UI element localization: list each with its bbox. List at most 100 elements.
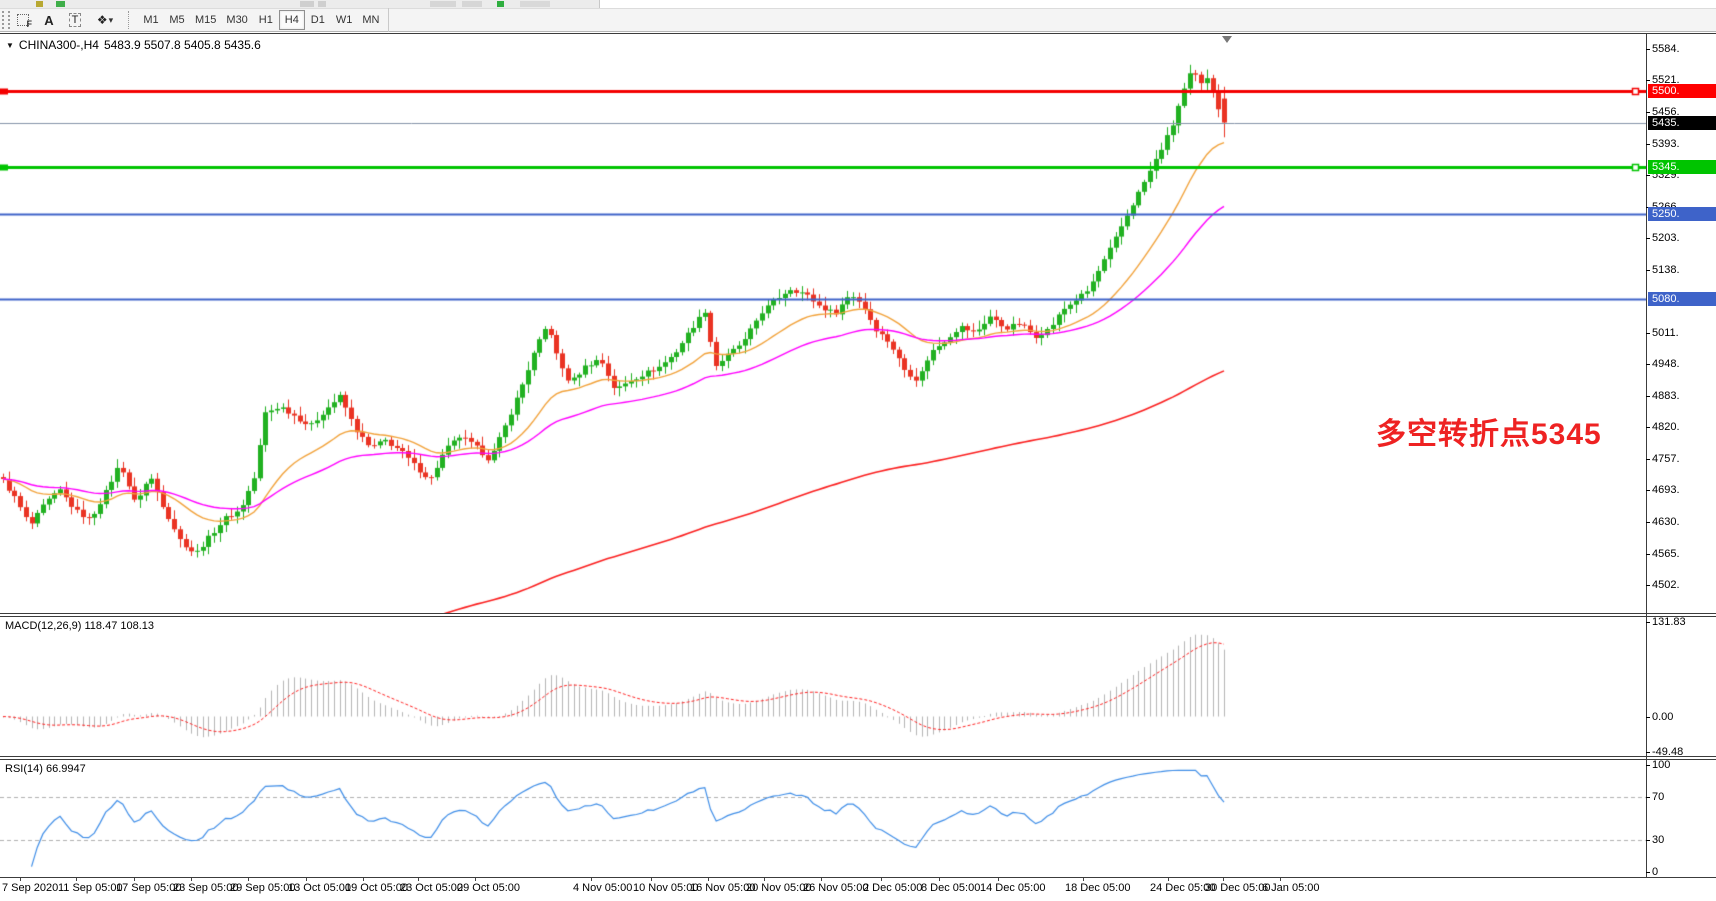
rsi-axis-label: 0 (1652, 866, 1659, 878)
price-tick-mark (1646, 427, 1650, 429)
macd-axis-label: 131.83 (1652, 616, 1686, 628)
timeframe-button-m30[interactable]: M30 (226, 14, 248, 26)
timeframe-button-h1[interactable]: H1 (258, 14, 273, 26)
rsi-tick-mark (1646, 872, 1650, 873)
timeframe-button-h4[interactable]: H4 (278, 10, 305, 30)
rsi-panel: RSI(14) 66.9947 (0, 759, 1716, 878)
clipped-icon (497, 1, 504, 7)
symbol-dropdown-icon[interactable]: ▼ (6, 40, 14, 50)
clipped-icon (520, 1, 550, 7)
price-tick-label: 4883. (1652, 390, 1680, 403)
time-tick-mark (134, 878, 135, 881)
time-label: 14 Dec 05:00 (980, 882, 1046, 894)
rsi-tick-mark (1646, 765, 1650, 766)
time-label: 11 Sep 05:00 (58, 882, 123, 894)
timeframe-button-m1[interactable]: M1 (143, 14, 159, 26)
price-tick-mark (1646, 521, 1650, 523)
price-badge-5080[interactable]: 5080. (1648, 291, 1716, 306)
time-label: 26 Nov 05:00 (803, 882, 869, 894)
time-tick-mark (20, 878, 21, 881)
timeframe-button-w1[interactable]: W1 (335, 14, 353, 26)
time-label: 18 Dec 05:00 (1065, 882, 1131, 894)
time-tick-mark (1223, 878, 1224, 881)
chevron-down-icon: ▾ (108, 14, 114, 25)
snap-grid-button[interactable]: F (10, 10, 36, 30)
time-label: 29 Oct 05:00 (457, 882, 520, 894)
macd-axis-label: -49.48 (1652, 746, 1684, 758)
timeframe-group: M1 M5 M15 M30 H1 H4 D1 W1 MN (138, 8, 390, 32)
timeframe-button-m5[interactable]: M5 (169, 14, 185, 26)
clipped-toolbar-row (0, 0, 600, 8)
price-tick-label: 5456. (1652, 106, 1680, 119)
time-tick-mark (1280, 878, 1281, 881)
time-tick-mark (418, 878, 419, 881)
chart-shift-marker[interactable] (1222, 36, 1232, 43)
clipped-icon (56, 1, 65, 7)
time-tick-mark (821, 878, 822, 881)
time-tick-mark (651, 878, 652, 881)
time-tick-mark (1168, 878, 1169, 881)
time-label: 7 Sep 2020 (2, 882, 59, 894)
chart-title: ▼ CHINA300-,H4 5483.9 5507.8 5405.8 5435… (6, 38, 261, 52)
text-box-button[interactable]: T (62, 10, 88, 30)
time-tick-mark (708, 878, 709, 881)
time-label: 2 Dec 05:00 (863, 882, 923, 894)
price-badge-5436[interactable]: 5435. (1648, 115, 1716, 130)
macd-values: 118.47 108.13 (84, 620, 155, 632)
time-label: 24 Dec 05:00 (1150, 882, 1216, 894)
price-tick-label: 4820. (1652, 421, 1680, 434)
timeframe-button-d1[interactable]: D1 (310, 14, 325, 26)
price-tick-mark (1646, 175, 1650, 177)
price-tick-label: 4630. (1652, 515, 1680, 528)
time-axis: 7 Sep 2020 11 Sep 05:00 17 Sep 05:00 23 Sep… (0, 878, 1716, 901)
snap-grid-icon: F (17, 14, 32, 29)
time-tick-mark (248, 878, 249, 881)
rsi-axis-label: 100 (1652, 759, 1671, 771)
annotation-text[interactable]: 多空转折点5345 (1376, 418, 1602, 451)
price-tick-mark (1646, 49, 1650, 50)
price-tick-label: 5138. (1652, 263, 1680, 276)
rsi-tick-mark (1646, 797, 1650, 799)
toolbar-grip[interactable] (2, 11, 10, 29)
rsi-canvas[interactable] (0, 760, 1646, 877)
macd-tick-mark (1646, 716, 1650, 718)
price-tick-mark (1646, 332, 1650, 334)
time-label: 16 Nov 05:00 (690, 882, 756, 894)
timeframe-button-m15[interactable]: M15 (195, 14, 217, 26)
macd-canvas[interactable] (0, 617, 1646, 756)
chart-symbol: CHINA300-,H4 (18, 38, 99, 52)
time-tick-mark (363, 878, 364, 881)
chart-ohlc: 5483.9 5507.8 5405.8 5435.6 (103, 38, 261, 52)
price-tick-mark (1646, 396, 1650, 398)
price-tick-label: 4693. (1652, 484, 1680, 497)
price-tick-mark (1646, 458, 1650, 460)
rsi-label: RSI(14) 66.9947 (5, 763, 86, 775)
time-tick-mark (939, 878, 940, 881)
price-tick-label: 4565. (1652, 547, 1680, 560)
clipped-icon (318, 1, 326, 7)
clipped-icon (430, 1, 456, 7)
timeframe-button-mn[interactable]: MN (362, 14, 380, 26)
rsi-axis-label: 70 (1652, 791, 1665, 804)
text-label-button[interactable]: A (36, 10, 62, 30)
price-tick-label: 4948. (1652, 358, 1680, 371)
time-tick-mark (764, 878, 765, 881)
time-tick-mark (76, 878, 77, 881)
toolbar: F A T ❖ ▾ M1 M5 M15 M30 H1 H4 D1 W1 MN (0, 8, 1716, 32)
main-chart-canvas[interactable] (0, 34, 1646, 613)
toolbar-separator (128, 11, 134, 29)
time-label: 30 Dec 05:00 (1205, 882, 1271, 894)
price-tick-label: 4502. (1652, 579, 1680, 591)
time-label: 29 Sep 05:00 (230, 882, 296, 894)
time-tick-mark (998, 878, 999, 881)
text-label-icon: A (44, 12, 54, 28)
arrow-objects-button[interactable]: ❖ ▾ (88, 10, 122, 30)
time-tick-mark (306, 878, 307, 881)
price-tick-mark (1646, 112, 1650, 114)
price-badge-5345[interactable]: 5345. (1648, 160, 1716, 175)
price-tick-mark (1646, 364, 1650, 366)
price-badge-5500[interactable]: 5500. (1648, 83, 1716, 98)
macd-tick-mark (1646, 622, 1650, 623)
price-tick-mark (1646, 237, 1650, 239)
price-badge-5250[interactable]: 5250. (1648, 207, 1716, 222)
